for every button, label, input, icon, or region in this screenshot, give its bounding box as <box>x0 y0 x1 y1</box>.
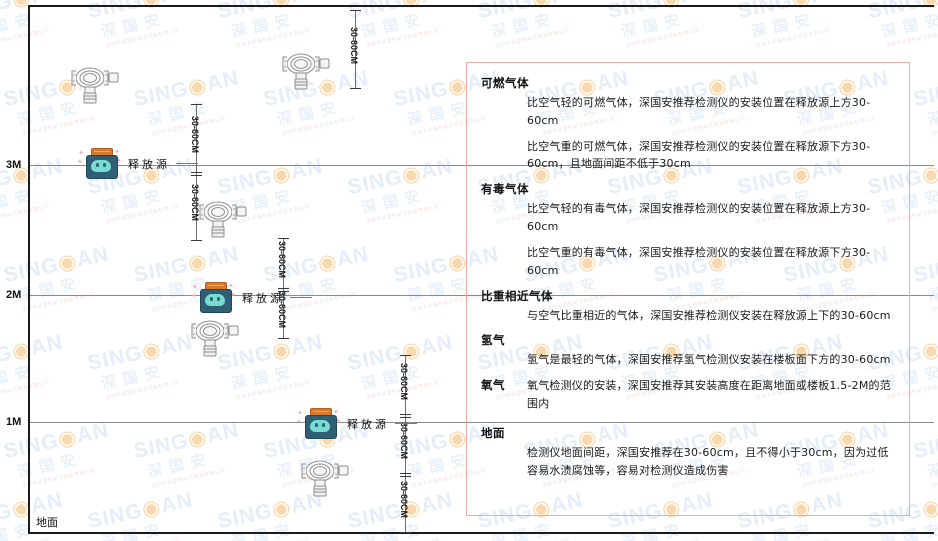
panel-section-paragraph: 比空气重的有毒气体，深国安推荐检测仪的安装位置在释放源下方30-60cm <box>527 245 871 277</box>
level-label-2m: 2M <box>6 289 22 301</box>
panel-section-similar-density-gas: 比重相近气体与空气比重相近的气体，深国安推荐检测仪安装在释放源上下的30-60c… <box>481 288 893 325</box>
dim-col-top: 30-60CM <box>349 10 361 89</box>
panel-section-paragraph: 检测仪地面间距，深国安推荐在30-60cm，且不得小于30cm，因为过低容易水渍… <box>527 445 889 477</box>
dimension-tick <box>191 104 202 105</box>
release-source-label: 释放源 <box>128 158 170 171</box>
info-panel: 可燃气体比空气轻的可燃气体，深国安推荐检测仪的安装位置在释放源上方30-60cm… <box>466 62 910 516</box>
panel-section-oxygen-gas: 氧气 氧气检测仪的安装，深国安推荐其安装高度在距离地面或楼板1.5-2M的范围内 <box>481 377 893 421</box>
dimension-tick <box>350 88 361 89</box>
frame-top <box>28 5 934 7</box>
level-line-2m <box>30 295 934 296</box>
release-source-leader-line <box>290 297 312 298</box>
dimension-label: 30-60CM <box>277 241 287 279</box>
dim-col-left: 30-60CM 30-60CM <box>190 104 202 241</box>
dimension-tick <box>278 338 289 339</box>
panel-section-paragraph: 氧气检测仪的安装，深国安推荐其安装高度在距离地面或楼板1.5-2M的范围内 <box>527 379 891 410</box>
ground-label: 地面 <box>36 516 58 529</box>
release-source-label: 释放源 <box>242 292 284 305</box>
dimension-tick <box>278 238 289 239</box>
gas-detector-icon <box>296 455 352 499</box>
gas-detector-icon <box>66 62 122 106</box>
panel-section-toxic-gas: 有毒气体比空气轻的有毒气体，深国安推荐检测仪的安装位置在释放源上方30-60cm… <box>481 181 893 279</box>
panel-section-ground: 地面检测仪地面间距，深国安推荐在30-60cm，且不得小于30cm，因为过低容易… <box>481 425 893 480</box>
dimension-label: 30-60CM <box>399 421 409 459</box>
dimension-tick <box>350 10 361 11</box>
dimension-spine <box>405 355 406 532</box>
dimension-tick <box>191 172 202 176</box>
release-source-icon: ✦ ✦ ✦ ✦ <box>77 148 122 179</box>
panel-section-heading: 比重相近气体 <box>481 288 553 303</box>
level-line-1m <box>30 422 934 423</box>
panel-section-heading: 地面 <box>481 425 505 440</box>
dimension-spine <box>355 10 356 88</box>
dimension-tick <box>400 532 411 533</box>
release-source-icon: ✦ ✦ ✦ ✦ <box>296 408 341 439</box>
gas-detector-icon <box>186 315 242 359</box>
release-source-icon: ✦ ✦ ✦ ✦ <box>191 282 236 313</box>
gas-detector-icon <box>194 196 250 240</box>
panel-section-heading: 氧气 <box>481 378 505 393</box>
panel-section-paragraph: 与空气比重相近的气体，深国安推荐检测仪安装在释放源上下的30-60cm <box>527 308 891 322</box>
level-line-3m <box>30 165 934 166</box>
level-label-3m: 3M <box>6 159 22 171</box>
dimension-label: 30-60CM <box>349 27 359 65</box>
dimension-tick <box>278 288 289 292</box>
dimension-tick <box>400 473 411 477</box>
panel-section-heading: 有毒气体 <box>481 182 529 197</box>
dim-col-mid: 30-60CM 30-60CM <box>277 238 289 339</box>
release-source-label: 释放源 <box>347 418 389 431</box>
panel-section-paragraph: 比空气重的可燃气体，深国安推荐检测仪的安装位置在释放源下方30-60cm，且地面… <box>527 139 871 171</box>
panel-section-combustible-gas: 可燃气体比空气轻的可燃气体，深国安推荐检测仪的安装位置在释放源上方30-60cm… <box>481 75 893 173</box>
panel-section-heading: 可燃气体 <box>481 76 529 90</box>
dimension-label: 30-60CM <box>190 116 200 154</box>
dimension-tick <box>191 240 202 241</box>
dimension-label: 30-60CM <box>399 362 409 400</box>
gas-detector-icon <box>277 48 333 92</box>
panel-section-paragraph: 比空气轻的有毒气体，深国安推荐检测仪的安装位置在释放源上方30-60cm <box>527 202 871 234</box>
level-label-1m: 1M <box>6 416 22 428</box>
panel-section-paragraph: 氢气是最轻的气体，深国安推荐氢气检测仪安装在楼板面下方的30-60cm <box>527 353 891 367</box>
panel-section-heading: 氢气 <box>481 333 505 348</box>
panel-section-paragraph: 比空气轻的可燃气体，深国安推荐检测仪的安装位置在释放源上方30-60cm <box>527 96 871 127</box>
release-source-leader-line <box>176 163 198 164</box>
frame-bottom-ground <box>28 532 934 534</box>
dimension-tick <box>400 414 411 418</box>
release-source-leader-line <box>395 423 417 424</box>
panel-section-hydrogen-gas: 氢气氢气是最轻的气体，深国安推荐氢气检测仪安装在楼板面下方的30-60cm <box>481 332 893 369</box>
frame-left-axis <box>28 5 30 534</box>
dim-col-right: 30-60CM 30-60CM 30-60CM <box>399 355 411 533</box>
dimension-label: 30-60CM <box>399 480 409 518</box>
dimension-tick <box>400 355 411 356</box>
